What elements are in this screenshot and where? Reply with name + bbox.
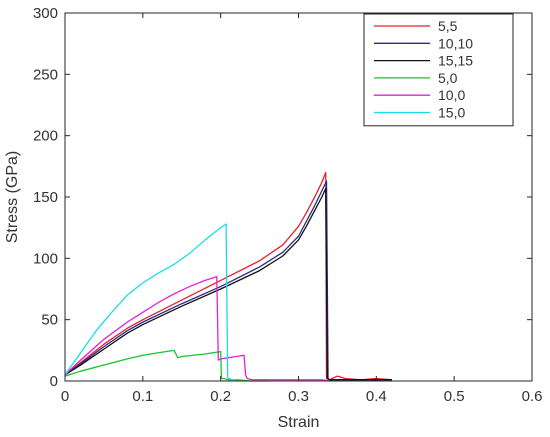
legend-entry: 5,5 (374, 18, 458, 34)
y-tick-label: 150 (33, 189, 58, 206)
x-tick-label: 0.3 (288, 388, 309, 405)
legend-entry: 10,10 (374, 35, 473, 51)
legend-entry: 15,0 (374, 105, 465, 121)
legend-entry: 15,15 (374, 53, 473, 69)
y-tick-label: 300 (33, 5, 58, 22)
series-line-15-15 (64, 187, 392, 381)
x-tick-label: 0.5 (444, 388, 465, 405)
x-tick-label: 0.4 (366, 388, 387, 405)
legend-label: 15,0 (438, 105, 465, 121)
y-axis-label: Stress (GPa) (4, 151, 21, 243)
x-tick-label: 0.2 (210, 388, 231, 405)
y-tick-label: 50 (41, 312, 58, 329)
legend-label: 10,0 (438, 87, 465, 103)
y-tick-label: 100 (33, 250, 58, 267)
y-tick-label: 250 (33, 66, 58, 83)
legend-entry: 5,0 (374, 70, 458, 86)
legend-entry: 10,0 (374, 87, 465, 103)
legend-label: 10,10 (438, 35, 473, 51)
x-tick-label: 0 (61, 388, 69, 405)
legend-label: 15,15 (438, 53, 473, 69)
x-tick-label: 0.1 (132, 388, 153, 405)
series-line-10-0 (64, 276, 330, 382)
series-line-15-0 (64, 223, 237, 381)
x-tick-label: 0.6 (522, 388, 543, 405)
series-line-5-5 (64, 171, 392, 381)
axes-layer: 0 0.1 0.2 0.3 0.4 0.5 0.6 0 50 100 150 200 250 300 (33, 5, 542, 405)
y-tick-label: 0 (50, 373, 58, 390)
x-axis-label: Strain (278, 414, 320, 431)
series-layer (64, 171, 392, 382)
legend-box (363, 13, 514, 127)
legend-label: 5,0 (438, 70, 458, 86)
legend-label: 5,5 (438, 18, 458, 34)
legend: 5,510,10 15,155,010,0 15,0 (363, 13, 514, 127)
y-tick-label: 200 (33, 128, 58, 145)
